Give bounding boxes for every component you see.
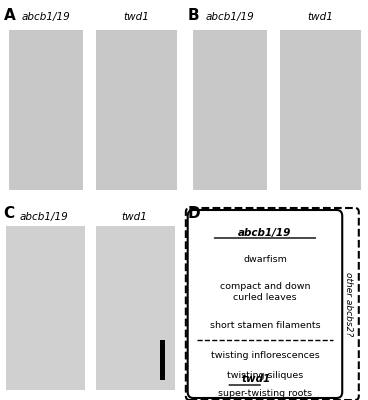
Bar — [160, 340, 165, 380]
Text: other abcbs2?: other abcbs2? — [344, 272, 353, 336]
Text: D: D — [188, 206, 200, 221]
FancyBboxPatch shape — [188, 210, 342, 398]
Text: abcb1/19: abcb1/19 — [238, 228, 292, 238]
Text: C: C — [4, 206, 15, 221]
Text: B: B — [188, 8, 199, 23]
FancyBboxPatch shape — [6, 226, 85, 390]
Text: twd1: twd1 — [307, 12, 333, 22]
Text: twd1: twd1 — [123, 12, 149, 22]
Text: twd1: twd1 — [121, 212, 147, 222]
Text: compact and down
curled leaves: compact and down curled leaves — [220, 282, 310, 302]
Text: A: A — [4, 8, 15, 23]
FancyBboxPatch shape — [193, 30, 267, 190]
Text: dwarfism: dwarfism — [243, 256, 287, 264]
Text: abcb1/19: abcb1/19 — [22, 12, 70, 22]
FancyBboxPatch shape — [96, 226, 175, 390]
Text: abcb1/19: abcb1/19 — [206, 12, 254, 22]
FancyBboxPatch shape — [96, 30, 177, 190]
Text: short stamen filaments: short stamen filaments — [210, 322, 320, 330]
FancyBboxPatch shape — [9, 30, 83, 190]
Text: twisting inflorescences: twisting inflorescences — [210, 352, 319, 360]
Text: abcb1/19: abcb1/19 — [20, 212, 68, 222]
FancyBboxPatch shape — [280, 30, 361, 190]
Text: super-twisting roots: super-twisting roots — [218, 390, 312, 398]
Text: twd1: twd1 — [241, 374, 270, 384]
Text: twisting siliques: twisting siliques — [227, 372, 303, 380]
